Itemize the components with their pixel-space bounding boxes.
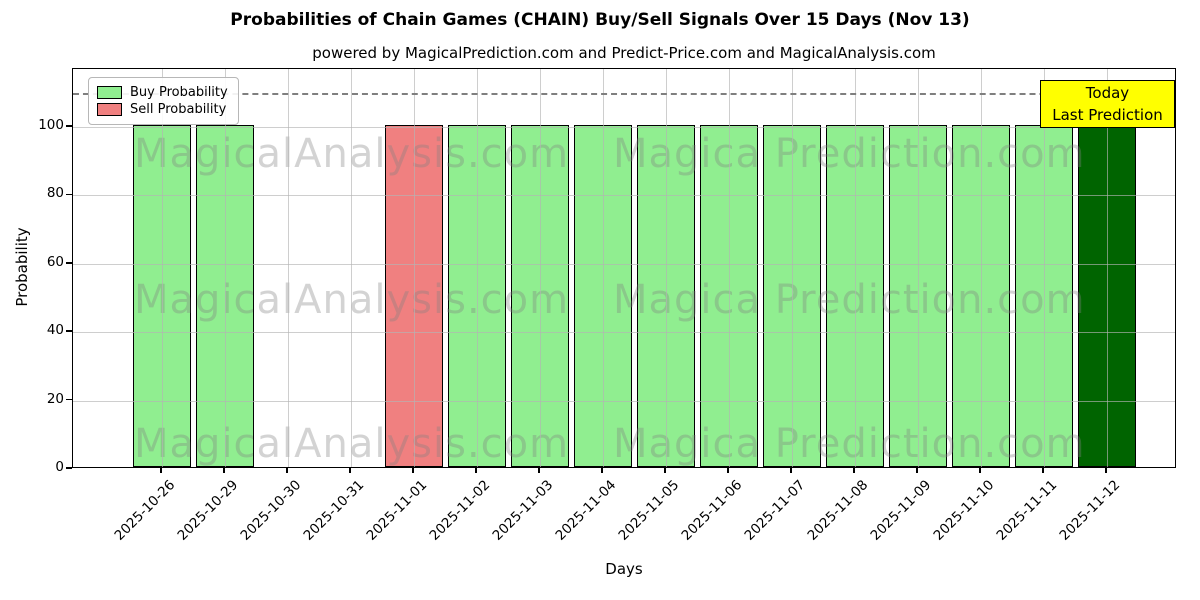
y-tick-mark [66, 262, 72, 264]
hgridline [73, 263, 1175, 265]
x-tick-mark [1042, 468, 1044, 473]
x-tick-mark [979, 468, 981, 473]
x-tick-mark [475, 468, 477, 473]
legend-label-buy: Buy Probability [130, 85, 228, 100]
x-tick-label: 2025-10-26 [111, 477, 179, 544]
x-tick-mark [538, 468, 540, 473]
vgridline [917, 69, 919, 467]
vgridline [224, 69, 226, 467]
vgridline [728, 69, 730, 467]
x-tick-label: 2025-11-10 [930, 477, 998, 544]
y-tick-label: 40 [46, 322, 64, 339]
vgridline [665, 69, 667, 467]
vgridline [1106, 69, 1108, 467]
x-tick-label: 2025-11-09 [867, 477, 935, 544]
x-tick-mark [853, 468, 855, 473]
y-tick-label: 100 [38, 117, 64, 134]
legend: Buy Probability Sell Probability [88, 77, 239, 125]
hgridline [73, 400, 1175, 402]
x-tick-mark [223, 468, 225, 473]
x-tick-label: 2025-11-06 [678, 477, 746, 544]
x-tick-mark [160, 468, 162, 473]
y-tick-mark [66, 467, 72, 469]
vgridline [980, 69, 982, 467]
x-tick-mark [916, 468, 918, 473]
vgridline [854, 69, 856, 467]
x-tick-mark [664, 468, 666, 473]
x-axis-label: Days [605, 560, 643, 578]
x-tick-label: 2025-10-29 [174, 477, 242, 544]
x-tick-label: 2025-11-12 [1056, 477, 1124, 544]
chart-subtitle: powered by MagicalPrediction.com and Pre… [312, 44, 936, 62]
x-tick-mark [286, 468, 288, 473]
legend-item-buy: Buy Probability [97, 85, 228, 100]
y-tick-mark [66, 193, 72, 196]
x-tick-label: 2025-11-07 [741, 477, 809, 544]
sell-swatch-icon [97, 103, 122, 116]
x-tick-label: 2025-10-30 [237, 477, 305, 544]
x-tick-mark [412, 468, 414, 473]
x-tick-label: 2025-11-03 [489, 477, 557, 544]
legend-label-sell: Sell Probability [130, 102, 227, 117]
plot-area: MagicalAnalysis.com Magica Prediction.com… [72, 68, 1176, 468]
x-tick-mark [349, 468, 351, 473]
vgridline [350, 69, 352, 467]
annotation-line1: Today [1085, 84, 1130, 102]
threshold-dashed-line [73, 92, 1175, 95]
x-tick-mark [601, 468, 603, 473]
y-tick-label: 0 [55, 459, 64, 475]
today-annotation: Today Last Prediction [1040, 80, 1175, 128]
x-tick-label: 2025-10-31 [300, 477, 368, 544]
vgridline [413, 69, 415, 467]
vgridline [161, 69, 163, 467]
vgridline [791, 69, 793, 467]
y-tick-mark [66, 398, 72, 401]
y-tick-label: 80 [46, 185, 64, 202]
vgridline [287, 69, 289, 467]
x-tick-label: 2025-11-01 [363, 477, 431, 544]
hgridline [73, 195, 1175, 197]
y-tick-mark [66, 125, 72, 127]
x-tick-label: 2025-11-04 [552, 477, 620, 544]
vgridline [602, 69, 604, 467]
y-tick-label: 20 [46, 390, 64, 407]
hgridline [73, 127, 1175, 129]
x-tick-label: 2025-11-05 [615, 477, 683, 544]
x-tick-label: 2025-11-11 [993, 477, 1061, 544]
x-tick-label: 2025-11-02 [426, 477, 494, 544]
vgridline [476, 69, 478, 467]
hgridline [73, 332, 1175, 334]
vgridline [1043, 69, 1045, 467]
y-tick-mark [66, 330, 72, 332]
buy-swatch-icon [97, 86, 122, 99]
x-tick-mark [727, 468, 729, 473]
chart-title: Probabilities of Chain Games (CHAIN) Buy… [230, 10, 970, 30]
annotation-line2: Last Prediction [1052, 106, 1163, 124]
legend-item-sell: Sell Probability [97, 102, 228, 117]
x-tick-mark [1105, 468, 1107, 473]
x-tick-mark [790, 468, 792, 473]
x-tick-label: 2025-11-08 [804, 477, 872, 544]
vgridline [539, 69, 541, 467]
y-tick-label: 60 [46, 253, 64, 270]
